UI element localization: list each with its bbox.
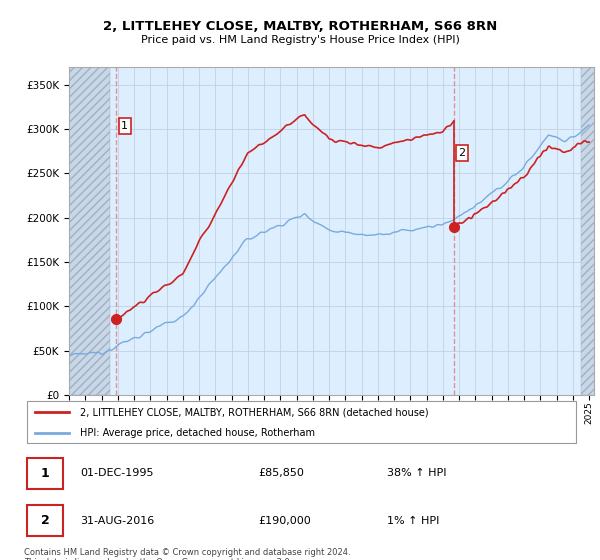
Text: 01-DEC-1995: 01-DEC-1995 xyxy=(80,468,154,478)
FancyBboxPatch shape xyxy=(27,458,63,489)
Text: 31-AUG-2016: 31-AUG-2016 xyxy=(80,516,154,526)
Text: HPI: Average price, detached house, Rotherham: HPI: Average price, detached house, Roth… xyxy=(80,428,315,438)
Text: Price paid vs. HM Land Registry's House Price Index (HPI): Price paid vs. HM Land Registry's House … xyxy=(140,35,460,45)
Text: 2, LITTLEHEY CLOSE, MALTBY, ROTHERHAM, S66 8RN (detached house): 2, LITTLEHEY CLOSE, MALTBY, ROTHERHAM, S… xyxy=(80,407,428,417)
Text: Contains HM Land Registry data © Crown copyright and database right 2024.
This d: Contains HM Land Registry data © Crown c… xyxy=(24,548,350,560)
Text: 2, LITTLEHEY CLOSE, MALTBY, ROTHERHAM, S66 8RN: 2, LITTLEHEY CLOSE, MALTBY, ROTHERHAM, S… xyxy=(103,20,497,32)
FancyBboxPatch shape xyxy=(27,505,63,536)
Text: 38% ↑ HPI: 38% ↑ HPI xyxy=(387,468,446,478)
Text: £85,850: £85,850 xyxy=(259,468,304,478)
Text: 2: 2 xyxy=(41,514,50,528)
Text: 1: 1 xyxy=(41,466,50,480)
Text: 2: 2 xyxy=(458,148,466,158)
FancyBboxPatch shape xyxy=(27,401,577,444)
Text: £190,000: £190,000 xyxy=(259,516,311,526)
Text: 1% ↑ HPI: 1% ↑ HPI xyxy=(387,516,439,526)
Text: 1: 1 xyxy=(121,121,128,131)
